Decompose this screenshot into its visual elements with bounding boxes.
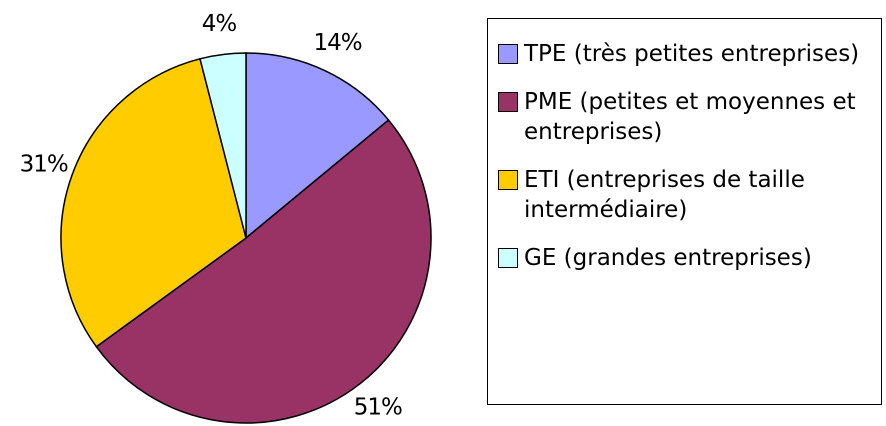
legend-swatch	[498, 92, 518, 112]
pie-slice	[60, 57, 247, 348]
legend-label: GE (grandes entreprises)	[524, 245, 812, 271]
legend-swatch	[498, 170, 518, 190]
data-label: 4%	[202, 11, 237, 37]
legend: TPE (très petites entreprises) PME (petit…	[487, 18, 882, 405]
data-label: 51%	[354, 394, 402, 420]
pie-slice	[95, 119, 432, 424]
legend-label: TPE (très petites entreprises)	[524, 41, 860, 67]
legend-label: PME (petites et moyennes et entreprises)	[524, 89, 856, 145]
legend-entry: TPE (très petites entreprises)	[498, 39, 881, 69]
legend-entry: ETI (entreprises de taille intermédiaire…	[498, 165, 881, 225]
legend-entry: PME (petites et moyennes et entreprises)	[498, 87, 881, 147]
legend-swatch	[498, 248, 518, 268]
legend-label: ETI (entreprises de taille intermédiaire…	[524, 167, 805, 223]
legend-swatch	[498, 44, 518, 64]
pie-slice	[245, 52, 390, 240]
legend-entry: GE (grandes entreprises)	[498, 243, 881, 273]
data-label: 14%	[313, 30, 361, 56]
data-label: 31%	[20, 152, 68, 178]
pie-slice	[199, 52, 247, 239]
